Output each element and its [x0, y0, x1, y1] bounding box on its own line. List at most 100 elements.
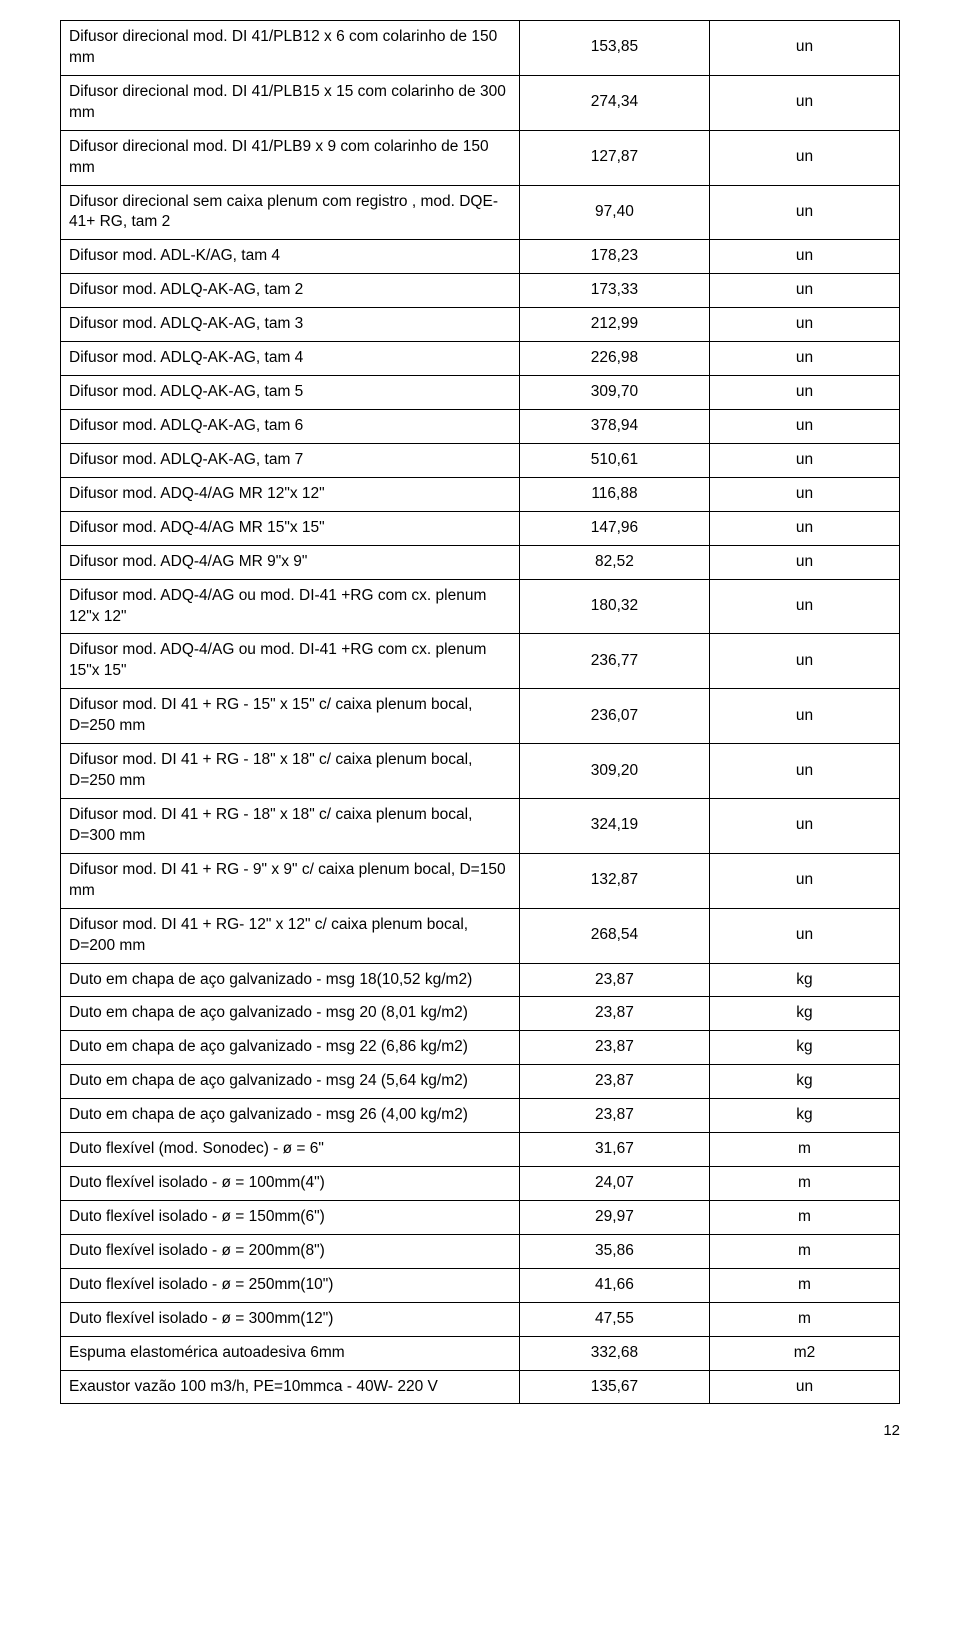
table-row: Difusor direcional sem caixa plenum com …: [61, 185, 900, 240]
cell-unit: un: [709, 240, 899, 274]
table-row: Difusor mod. DI 41 + RG - 18" x 18" c/ c…: [61, 798, 900, 853]
cell-description: Duto flexível isolado - ø = 100mm(4"): [61, 1167, 520, 1201]
table-row: Duto em chapa de aço galvanizado - msg 2…: [61, 997, 900, 1031]
cell-unit: un: [709, 376, 899, 410]
cell-unit: m2: [709, 1336, 899, 1370]
table-row: Difusor mod. ADQ-4/AG MR 9"x 9"82,52un: [61, 545, 900, 579]
cell-price: 23,87: [519, 1031, 709, 1065]
table-row: Difusor mod. ADLQ-AK-AG, tam 5309,70un: [61, 376, 900, 410]
cell-unit: un: [709, 75, 899, 130]
cell-price: 47,55: [519, 1302, 709, 1336]
cell-price: 274,34: [519, 75, 709, 130]
table-row: Exaustor vazão 100 m3/h, PE=10mmca - 40W…: [61, 1370, 900, 1404]
cell-price: 226,98: [519, 342, 709, 376]
table-row: Difusor mod. ADQ-4/AG MR 12"x 12"116,88u…: [61, 477, 900, 511]
cell-description: Duto flexível isolado - ø = 200mm(8"): [61, 1234, 520, 1268]
cell-description: Difusor mod. ADQ-4/AG MR 9"x 9": [61, 545, 520, 579]
cell-description: Difusor mod. ADLQ-AK-AG, tam 2: [61, 274, 520, 308]
cell-description: Duto flexível isolado - ø = 250mm(10"): [61, 1268, 520, 1302]
cell-price: 236,77: [519, 634, 709, 689]
table-row: Duto flexível (mod. Sonodec) - ø = 6"31,…: [61, 1133, 900, 1167]
document-page: Difusor direcional mod. DI 41/PLB12 x 6 …: [0, 0, 960, 1469]
cell-unit: un: [709, 130, 899, 185]
cell-unit: un: [709, 443, 899, 477]
table-row: Difusor mod. ADL-K/AG, tam 4178,23un: [61, 240, 900, 274]
cell-price: 23,87: [519, 1065, 709, 1099]
cell-price: 23,87: [519, 963, 709, 997]
cell-description: Difusor mod. ADLQ-AK-AG, tam 7: [61, 443, 520, 477]
table-row: Difusor mod. DI 41 + RG - 18" x 18" c/ c…: [61, 744, 900, 799]
cell-price: 147,96: [519, 511, 709, 545]
cell-price: 23,87: [519, 997, 709, 1031]
cell-description: Difusor mod. DI 41 + RG - 18" x 18" c/ c…: [61, 798, 520, 853]
cell-unit: un: [709, 409, 899, 443]
price-table: Difusor direcional mod. DI 41/PLB12 x 6 …: [60, 20, 900, 1404]
table-row: Difusor mod. ADLQ-AK-AG, tam 6378,94un: [61, 409, 900, 443]
cell-description: Duto em chapa de aço galvanizado - msg 2…: [61, 1031, 520, 1065]
cell-price: 173,33: [519, 274, 709, 308]
cell-price: 24,07: [519, 1167, 709, 1201]
cell-price: 324,19: [519, 798, 709, 853]
cell-unit: un: [709, 545, 899, 579]
cell-unit: kg: [709, 997, 899, 1031]
cell-description: Difusor mod. ADLQ-AK-AG, tam 4: [61, 342, 520, 376]
cell-price: 309,70: [519, 376, 709, 410]
table-row: Difusor direcional mod. DI 41/PLB15 x 15…: [61, 75, 900, 130]
cell-unit: un: [709, 908, 899, 963]
cell-description: Duto em chapa de aço galvanizado - msg 1…: [61, 963, 520, 997]
cell-unit: un: [709, 579, 899, 634]
cell-unit: un: [709, 477, 899, 511]
table-row: Duto em chapa de aço galvanizado - msg 2…: [61, 1065, 900, 1099]
cell-unit: m: [709, 1268, 899, 1302]
table-row: Duto flexível isolado - ø = 100mm(4")24,…: [61, 1167, 900, 1201]
cell-description: Difusor mod. ADQ-4/AG MR 15"x 15": [61, 511, 520, 545]
page-number: 12: [60, 1404, 900, 1439]
cell-description: Difusor direcional mod. DI 41/PLB12 x 6 …: [61, 21, 520, 76]
cell-description: Difusor mod. ADLQ-AK-AG, tam 3: [61, 308, 520, 342]
cell-unit: un: [709, 511, 899, 545]
cell-unit: un: [709, 853, 899, 908]
cell-price: 268,54: [519, 908, 709, 963]
cell-description: Difusor mod. ADQ-4/AG ou mod. DI-41 +RG …: [61, 579, 520, 634]
cell-unit: m: [709, 1133, 899, 1167]
cell-description: Difusor mod. ADLQ-AK-AG, tam 6: [61, 409, 520, 443]
table-row: Difusor mod. DI 41 + RG - 15" x 15" c/ c…: [61, 689, 900, 744]
cell-price: 97,40: [519, 185, 709, 240]
cell-unit: un: [709, 689, 899, 744]
cell-price: 135,67: [519, 1370, 709, 1404]
cell-unit: m: [709, 1200, 899, 1234]
cell-unit: m: [709, 1302, 899, 1336]
table-row: Difusor mod. DI 41 + RG- 12" x 12" c/ ca…: [61, 908, 900, 963]
cell-price: 132,87: [519, 853, 709, 908]
cell-price: 236,07: [519, 689, 709, 744]
cell-description: Exaustor vazão 100 m3/h, PE=10mmca - 40W…: [61, 1370, 520, 1404]
cell-description: Duto em chapa de aço galvanizado - msg 2…: [61, 1065, 520, 1099]
table-row: Duto flexível isolado - ø = 200mm(8")35,…: [61, 1234, 900, 1268]
cell-description: Difusor direcional sem caixa plenum com …: [61, 185, 520, 240]
cell-unit: un: [709, 1370, 899, 1404]
table-row: Difusor mod. ADLQ-AK-AG, tam 7510,61un: [61, 443, 900, 477]
table-row: Duto em chapa de aço galvanizado - msg 1…: [61, 963, 900, 997]
table-row: Duto flexível isolado - ø = 250mm(10")41…: [61, 1268, 900, 1302]
cell-description: Difusor mod. ADQ-4/AG ou mod. DI-41 +RG …: [61, 634, 520, 689]
cell-price: 212,99: [519, 308, 709, 342]
table-row: Duto flexível isolado - ø = 300mm(12")47…: [61, 1302, 900, 1336]
cell-unit: kg: [709, 1065, 899, 1099]
table-row: Difusor mod. ADLQ-AK-AG, tam 2173,33un: [61, 274, 900, 308]
cell-description: Difusor direcional mod. DI 41/PLB15 x 15…: [61, 75, 520, 130]
cell-price: 127,87: [519, 130, 709, 185]
cell-price: 29,97: [519, 1200, 709, 1234]
cell-unit: m: [709, 1234, 899, 1268]
table-row: Espuma elastomérica autoadesiva 6mm332,6…: [61, 1336, 900, 1370]
table-body: Difusor direcional mod. DI 41/PLB12 x 6 …: [61, 21, 900, 1404]
cell-unit: un: [709, 798, 899, 853]
cell-unit: un: [709, 634, 899, 689]
cell-unit: un: [709, 342, 899, 376]
cell-description: Duto em chapa de aço galvanizado - msg 2…: [61, 1099, 520, 1133]
cell-description: Duto flexível (mod. Sonodec) - ø = 6": [61, 1133, 520, 1167]
cell-price: 178,23: [519, 240, 709, 274]
cell-description: Difusor mod. DI 41 + RG - 9" x 9" c/ cai…: [61, 853, 520, 908]
cell-price: 153,85: [519, 21, 709, 76]
cell-unit: un: [709, 185, 899, 240]
cell-description: Difusor mod. DI 41 + RG - 18" x 18" c/ c…: [61, 744, 520, 799]
